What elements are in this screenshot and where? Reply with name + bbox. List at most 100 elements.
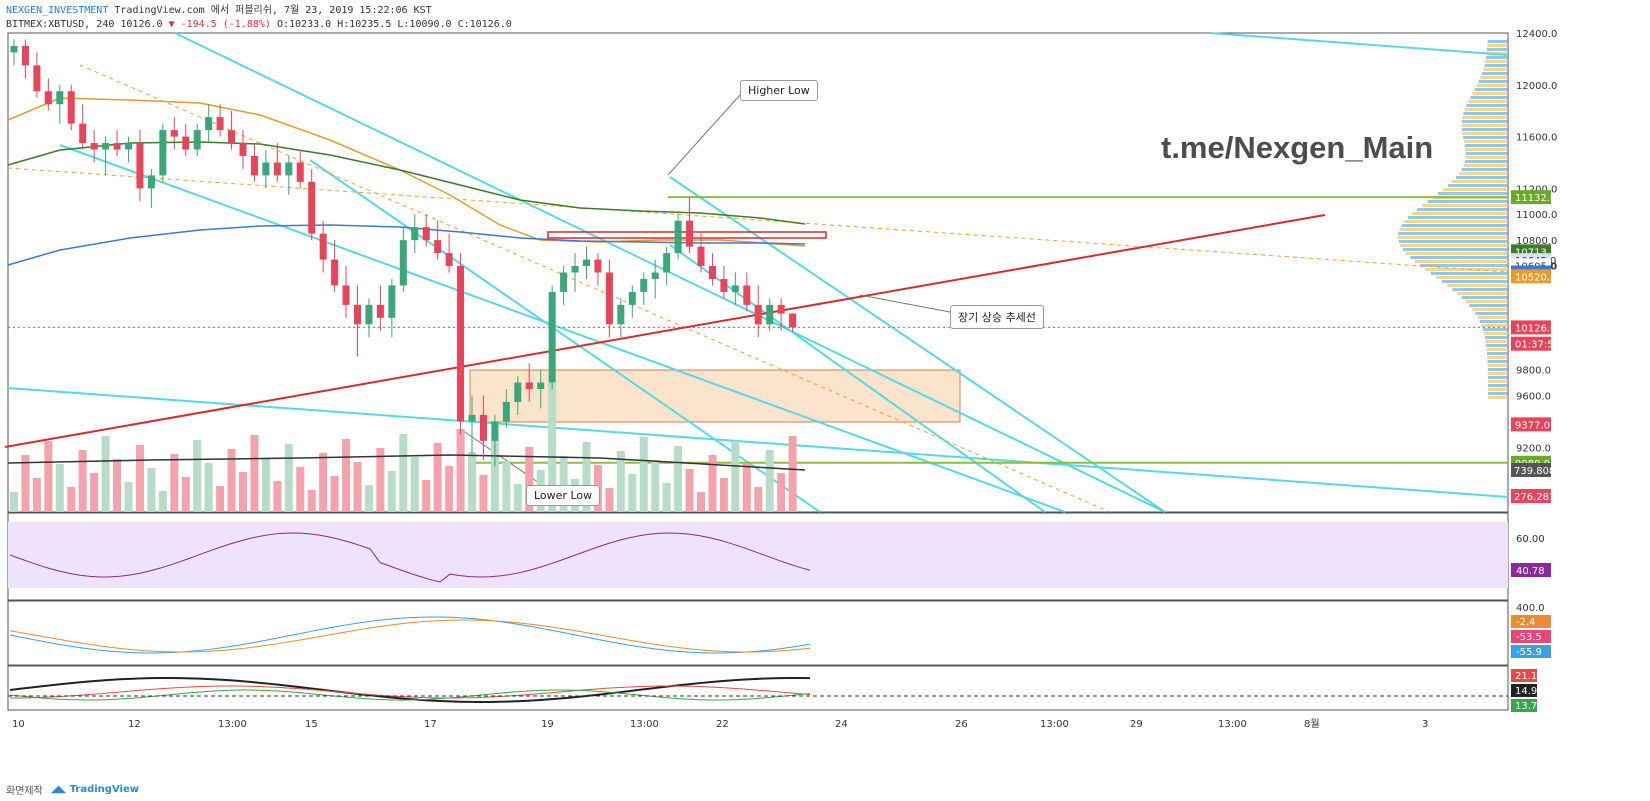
volume-profile-bar bbox=[1463, 140, 1508, 143]
y-tick-label: 9600.0 bbox=[1516, 391, 1551, 402]
y-tick-label: 9800.0 bbox=[1516, 366, 1551, 377]
y-tick-label: 11200.0 bbox=[1516, 184, 1557, 195]
volume-bar bbox=[685, 469, 694, 512]
volume-profile-bar bbox=[1464, 160, 1508, 163]
volume-profile-bar bbox=[1461, 168, 1508, 171]
volume-bar bbox=[490, 438, 499, 512]
macd-signal-line bbox=[9, 619, 811, 653]
pane-3 bbox=[7, 665, 1509, 711]
rsi-band bbox=[8, 522, 1508, 588]
volume-bar bbox=[181, 477, 190, 512]
price-change: ▼ -194.5 (-1.88%) bbox=[168, 19, 271, 30]
candle-body bbox=[605, 272, 613, 325]
volume-profile-bar bbox=[1465, 152, 1508, 155]
pane-2 bbox=[7, 600, 1509, 666]
candle-body bbox=[399, 240, 407, 286]
volume-ma bbox=[7, 454, 806, 471]
volume-profile-bar bbox=[1447, 284, 1508, 287]
candle-body bbox=[388, 285, 396, 318]
volume-profile-bar bbox=[1485, 60, 1508, 63]
volume-bar bbox=[21, 455, 30, 512]
volume-profile-bar bbox=[1462, 132, 1508, 135]
volume-profile-bar bbox=[1457, 292, 1508, 295]
price-tag-label: 10520.5 bbox=[1515, 272, 1556, 283]
volume-profile-bar bbox=[1487, 380, 1508, 383]
volume-profile-bar bbox=[1475, 312, 1508, 315]
footer: 화면제작 ◢◣ TradingView bbox=[6, 782, 139, 797]
tradingview-logo[interactable]: ◢◣ TradingView bbox=[50, 784, 139, 795]
chart-header: NEXGEN_INVESTMENT TradingView.com 에서 퍼블리… bbox=[6, 4, 512, 32]
volume-bar bbox=[10, 492, 18, 512]
volume-profile-bar bbox=[1480, 76, 1508, 79]
volume-profile-bar bbox=[1464, 108, 1508, 111]
volume-bar bbox=[479, 475, 488, 512]
volume-bar bbox=[754, 487, 763, 512]
candle-body bbox=[720, 278, 728, 292]
volume-bar bbox=[90, 473, 99, 512]
y-tick-label: 12400.0 bbox=[1516, 29, 1557, 40]
candle-body bbox=[273, 162, 281, 176]
y-tick-label: 10800.0 bbox=[1516, 236, 1557, 247]
price-tag bbox=[1511, 269, 1551, 284]
candle-body bbox=[491, 421, 499, 441]
candle-body bbox=[365, 304, 373, 325]
candle-body bbox=[113, 143, 121, 150]
price-tag bbox=[1511, 320, 1551, 335]
volume-bar bbox=[708, 455, 717, 512]
volume-profile-bar bbox=[1441, 280, 1508, 283]
volume-bar bbox=[216, 486, 225, 512]
volume-bar bbox=[468, 452, 476, 512]
channel-line bbox=[59, 144, 1066, 513]
volume-profile-bar bbox=[1484, 336, 1508, 339]
volume-profile-bar bbox=[1486, 348, 1508, 351]
candlestick-series bbox=[7, 39, 806, 512]
candle-body bbox=[502, 401, 510, 422]
candle-body bbox=[285, 162, 293, 176]
dmi-tag bbox=[1511, 699, 1537, 712]
volume-profile-bar bbox=[1474, 88, 1508, 91]
volume-profile-bar bbox=[1487, 388, 1508, 391]
macd-value: -2.4 bbox=[1516, 617, 1536, 628]
dmi-tag bbox=[1511, 669, 1537, 682]
volume-bar bbox=[765, 450, 774, 512]
candle-body bbox=[308, 181, 316, 234]
macd-tag bbox=[1511, 630, 1551, 643]
volume-bar bbox=[662, 483, 671, 512]
publisher-name[interactable]: NEXGEN_INVESTMENT bbox=[6, 5, 109, 16]
x-tick-label: 17 bbox=[424, 719, 437, 730]
candle-body bbox=[754, 304, 762, 325]
volume-profile-bar bbox=[1486, 56, 1508, 59]
volume-bar bbox=[250, 435, 259, 512]
volume-bar bbox=[273, 481, 282, 512]
volume-bar bbox=[78, 450, 87, 512]
candle-body bbox=[640, 278, 648, 292]
volume-bar bbox=[559, 456, 568, 512]
volume-profile-bar bbox=[1477, 316, 1508, 319]
volume-bar bbox=[422, 480, 431, 512]
candle-body bbox=[125, 143, 132, 150]
di-plus-line bbox=[9, 685, 811, 699]
dashed-diagonal bbox=[79, 64, 1111, 513]
dmi-value: 21.1 bbox=[1515, 671, 1537, 682]
pane-0 bbox=[7, 32, 1509, 513]
macd-tick: 400.0 bbox=[1516, 603, 1545, 614]
adx-line bbox=[9, 677, 811, 703]
volume-bar bbox=[651, 460, 660, 512]
volume-profile-bar bbox=[1419, 264, 1508, 267]
volume-profile-bar bbox=[1402, 248, 1508, 251]
x-tick-label: 15 bbox=[305, 719, 318, 730]
candle-body bbox=[56, 91, 64, 105]
volume-profile-bar bbox=[1487, 364, 1508, 367]
volume-tag bbox=[1511, 489, 1551, 503]
candle-body bbox=[79, 123, 87, 144]
symbol-line: BITMEX:XBTUSD, 240 10126.0 bbox=[6, 19, 163, 30]
candle-body bbox=[479, 414, 487, 441]
ma-orange bbox=[7, 97, 806, 247]
candle-body bbox=[319, 233, 327, 260]
candle-body bbox=[686, 220, 694, 247]
volume-bar bbox=[296, 467, 305, 512]
volume-profile-bar bbox=[1463, 164, 1508, 167]
price-tag-label: 11132.0 bbox=[1515, 193, 1556, 204]
volume-bar bbox=[605, 488, 614, 512]
volume-profile-bar bbox=[1463, 136, 1508, 139]
